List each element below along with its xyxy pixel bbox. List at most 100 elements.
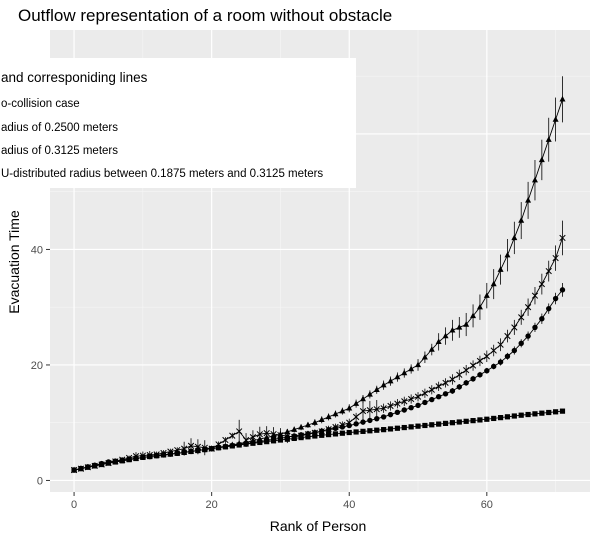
point-square xyxy=(339,430,345,436)
point-circle xyxy=(490,363,497,370)
y-axis-title: Evacuation Time xyxy=(6,210,22,314)
point-square xyxy=(422,422,428,429)
point-triangle xyxy=(236,440,243,446)
point-square xyxy=(401,424,407,431)
point-circle xyxy=(415,402,421,409)
point-cross xyxy=(421,390,429,397)
point-triangle xyxy=(153,452,160,458)
point-square xyxy=(325,431,332,438)
point-circle xyxy=(504,353,511,359)
point-triangle xyxy=(146,453,153,459)
point-cross xyxy=(194,443,202,450)
point-cross xyxy=(401,398,408,405)
point-triangle xyxy=(84,463,91,470)
point-square xyxy=(491,415,497,422)
point-triangle xyxy=(545,136,552,142)
point-triangle xyxy=(339,407,346,414)
point-cross xyxy=(463,366,470,374)
point-circle xyxy=(429,396,435,403)
point-circle xyxy=(511,347,518,354)
point-triangle xyxy=(332,410,339,417)
point-square xyxy=(559,408,566,414)
point-circle xyxy=(374,415,380,422)
point-triangle xyxy=(71,466,78,473)
point-circle xyxy=(477,372,483,378)
point-square xyxy=(381,427,387,433)
x-tick-label: 20 xyxy=(206,499,218,511)
point-square xyxy=(525,411,531,418)
point-triangle xyxy=(311,419,318,425)
point-circle xyxy=(546,305,552,312)
point-cross xyxy=(435,383,442,390)
point-cross xyxy=(332,423,339,431)
point-square xyxy=(442,420,449,426)
point-triangle xyxy=(77,465,84,471)
point-square xyxy=(346,429,352,436)
point-square xyxy=(463,418,469,424)
point-square xyxy=(360,428,366,434)
point-cross xyxy=(490,347,497,354)
point-cross xyxy=(559,234,566,242)
point-circle xyxy=(559,287,566,293)
point-cross xyxy=(442,379,449,387)
point-triangle xyxy=(126,456,133,462)
point-triangle xyxy=(380,381,387,388)
point-cross xyxy=(497,341,504,348)
point-cross xyxy=(256,431,263,438)
point-triangle xyxy=(401,369,408,376)
point-square xyxy=(539,410,545,416)
point-cross xyxy=(346,419,353,426)
point-triangle xyxy=(518,217,525,223)
point-square xyxy=(497,415,504,421)
point-square xyxy=(532,411,538,417)
point-square xyxy=(518,412,524,418)
legend-box xyxy=(0,58,356,188)
point-circle xyxy=(408,404,414,411)
point-triangle xyxy=(160,451,167,458)
point-triangle xyxy=(201,446,208,452)
point-cross xyxy=(187,442,195,449)
point-cross xyxy=(449,376,456,383)
y-tick-label: 20 xyxy=(31,360,43,372)
point-cross xyxy=(339,421,346,429)
point-triangle xyxy=(208,445,215,451)
point-circle xyxy=(539,316,545,322)
point-cross xyxy=(222,436,229,444)
point-cross xyxy=(504,332,511,340)
legend-entry-3: adius of 0.3125 meters xyxy=(1,145,118,157)
point-circle xyxy=(552,295,559,302)
legend: and corresponiding lines o-collision cas… xyxy=(0,58,356,188)
point-triangle xyxy=(132,455,139,461)
point-circle xyxy=(387,411,394,418)
point-circle xyxy=(518,340,524,346)
point-circle xyxy=(497,359,504,365)
point-triangle xyxy=(366,391,373,397)
point-triangle xyxy=(449,326,456,333)
point-square xyxy=(456,419,462,425)
point-cross xyxy=(366,407,374,414)
point-triangle xyxy=(428,346,435,352)
point-triangle xyxy=(119,457,126,464)
point-circle xyxy=(449,388,456,394)
point-triangle xyxy=(373,386,380,392)
point-triangle xyxy=(249,437,256,443)
point-triangle xyxy=(105,459,112,466)
point-square xyxy=(429,422,435,428)
point-square xyxy=(387,426,394,432)
point-triangle xyxy=(511,234,518,241)
x-tick-label: 0 xyxy=(71,499,77,511)
point-square xyxy=(504,414,511,420)
point-triangle xyxy=(298,423,305,430)
point-cross xyxy=(552,254,559,262)
point-triangle xyxy=(222,442,229,449)
point-triangle xyxy=(304,421,311,428)
point-triangle xyxy=(531,176,538,183)
chart-title: Outflow representation of a room without… xyxy=(18,6,393,25)
series-triangle xyxy=(71,76,566,473)
y-tick-label: 40 xyxy=(31,244,43,256)
point-cross xyxy=(518,314,525,321)
point-triangle xyxy=(215,444,222,450)
point-square xyxy=(470,418,476,424)
point-square xyxy=(484,416,490,422)
point-square xyxy=(436,421,442,427)
